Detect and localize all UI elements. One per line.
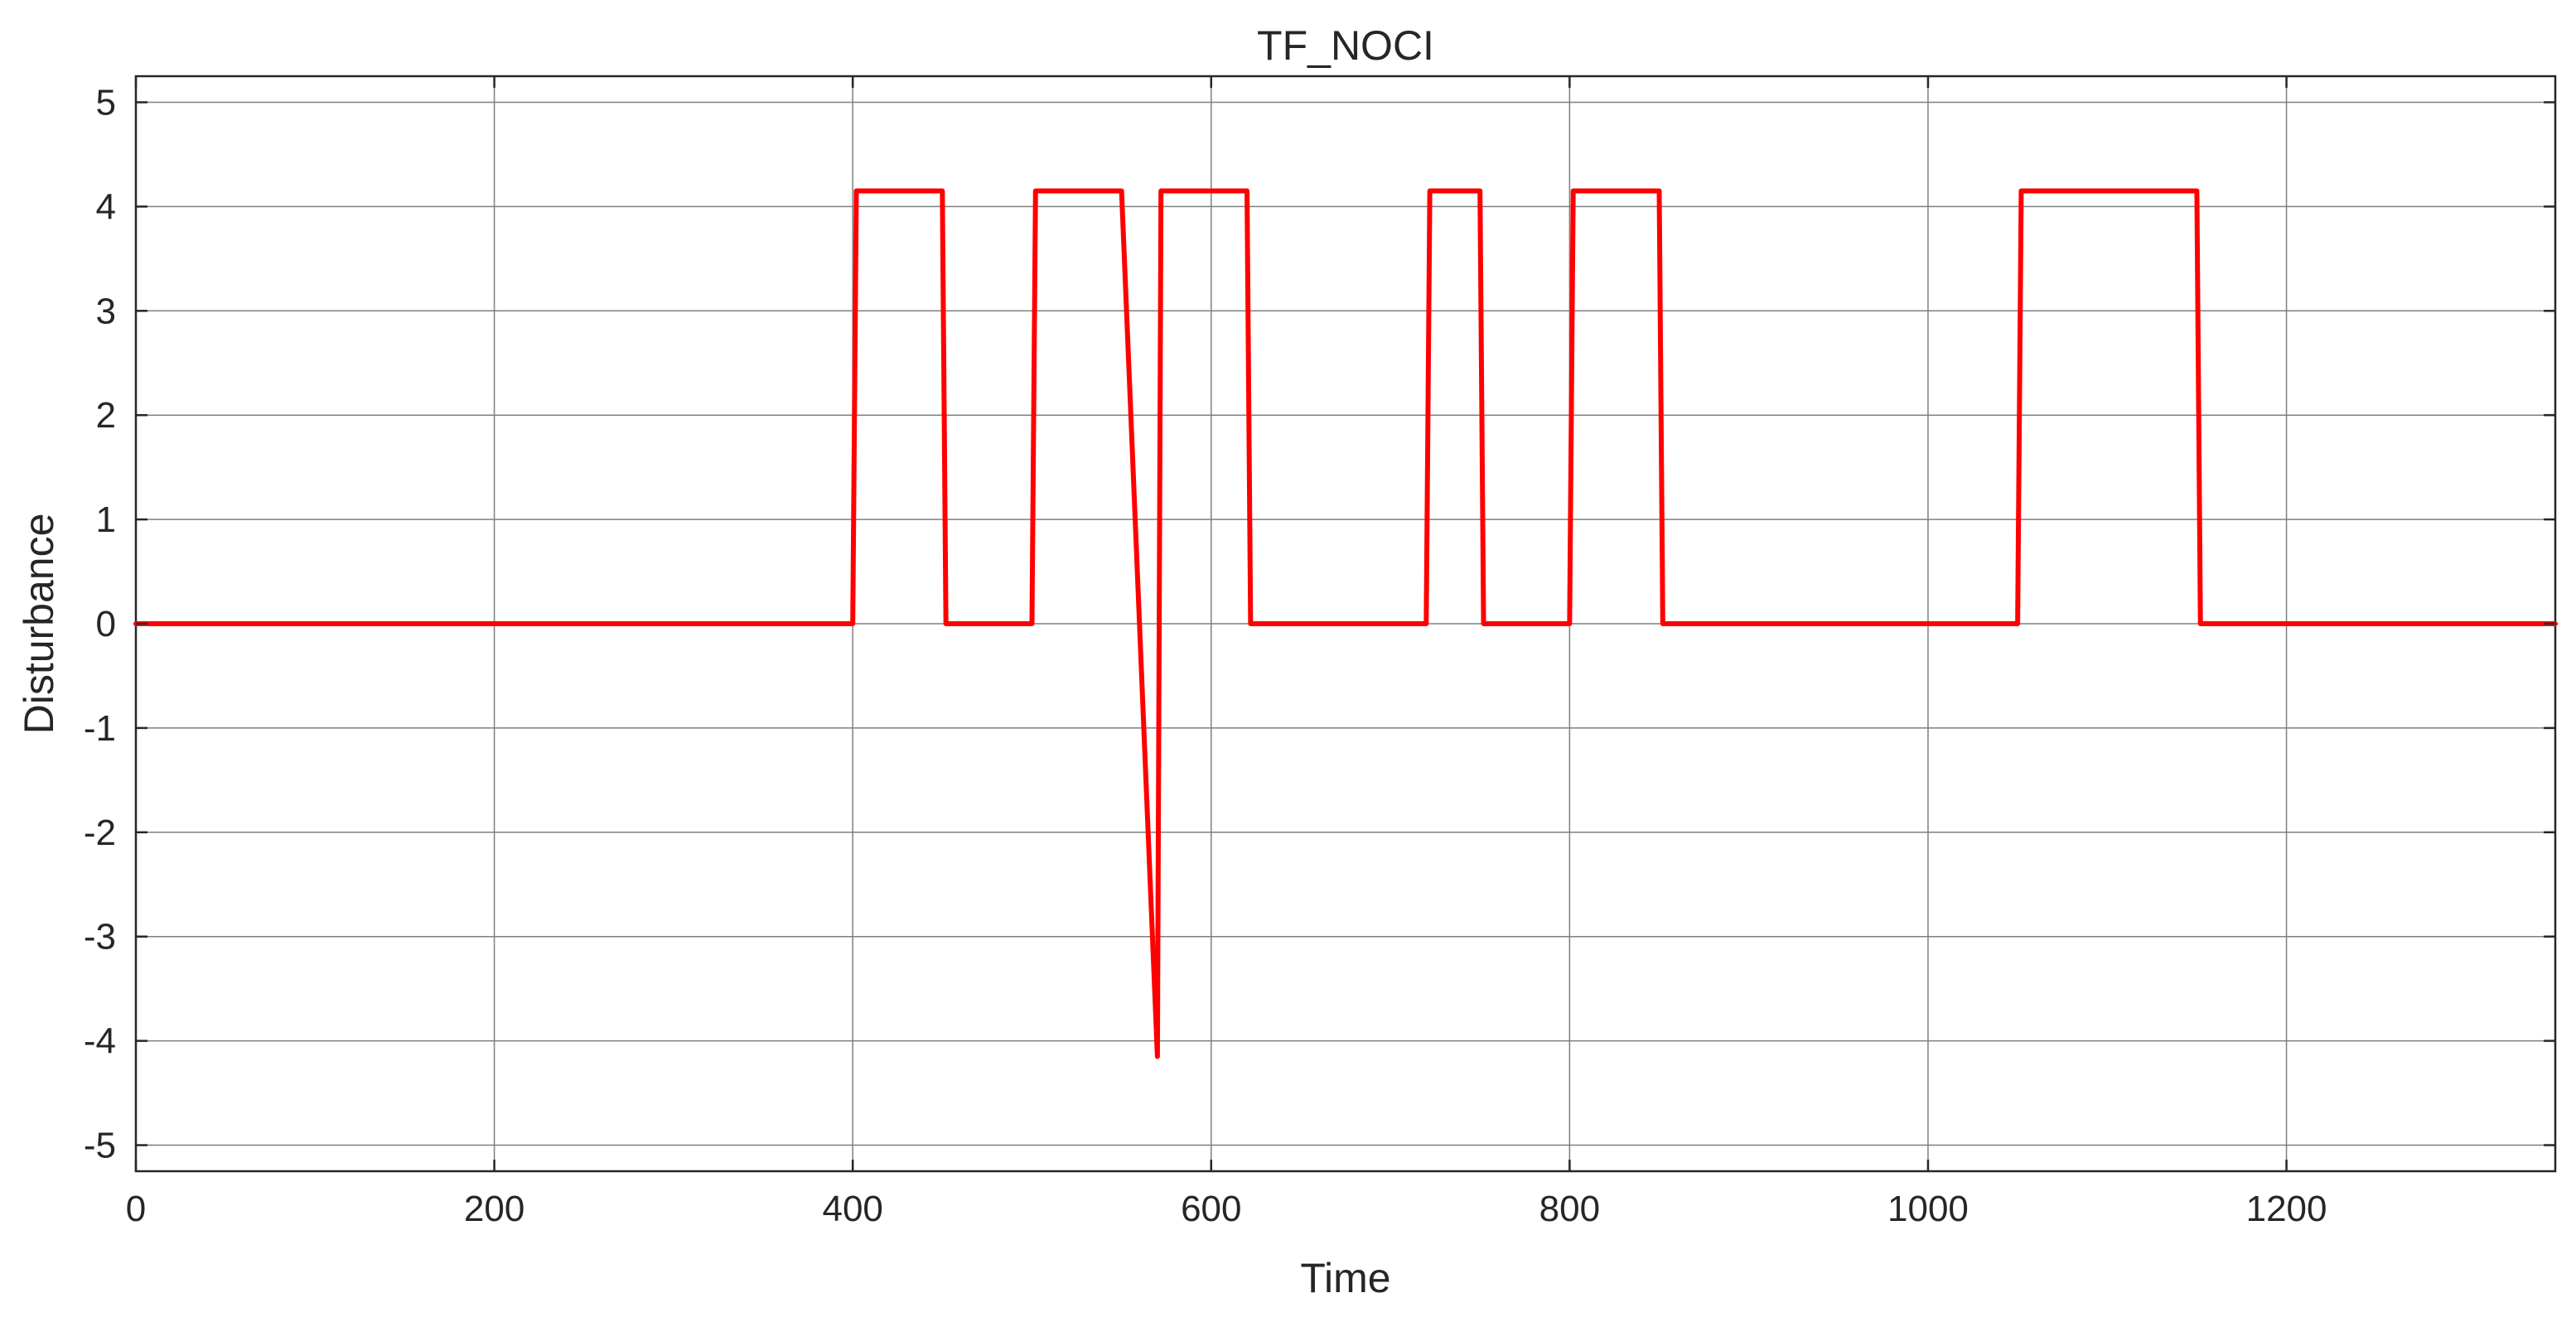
x-tick-labels: 0 200 400 600 800 1000 1200 [126,1189,2327,1229]
grid [136,76,2555,1171]
y-tick-label: -3 [84,917,116,958]
chart-title: TF_NOCI [1257,22,1434,69]
x-tick-label: 600 [1181,1189,1241,1229]
tick-marks [134,76,2555,1171]
x-tick-label: 1000 [1887,1189,1969,1229]
y-tick-label: 2 [96,395,116,436]
y-tick-label: -5 [84,1126,116,1166]
y-tick-label: 5 [96,82,116,123]
y-tick-label: -2 [84,813,116,853]
x-tick-label: 1200 [2246,1189,2327,1229]
y-tick-labels: -5 -4 -3 -2 -1 0 1 2 3 4 5 [84,82,116,1165]
series-line-1 [133,188,2558,1059]
x-tick-label: 800 [1539,1189,1600,1229]
y-tick-label: 3 [96,291,116,331]
y-tick-label: 1 [96,499,116,540]
y-tick-label: 4 [96,186,116,227]
y-tick-label: -4 [84,1021,116,1062]
y-axis-label: Disturbance [16,514,62,735]
series-group [133,188,2558,1059]
y-tick-label: 0 [96,604,116,644]
x-tick-label: 400 [822,1189,882,1229]
x-tick-label: 0 [126,1189,146,1229]
x-tick-label: 200 [464,1189,524,1229]
y-tick-label: -1 [84,708,116,749]
x-axis-label: Time [1300,1255,1390,1301]
